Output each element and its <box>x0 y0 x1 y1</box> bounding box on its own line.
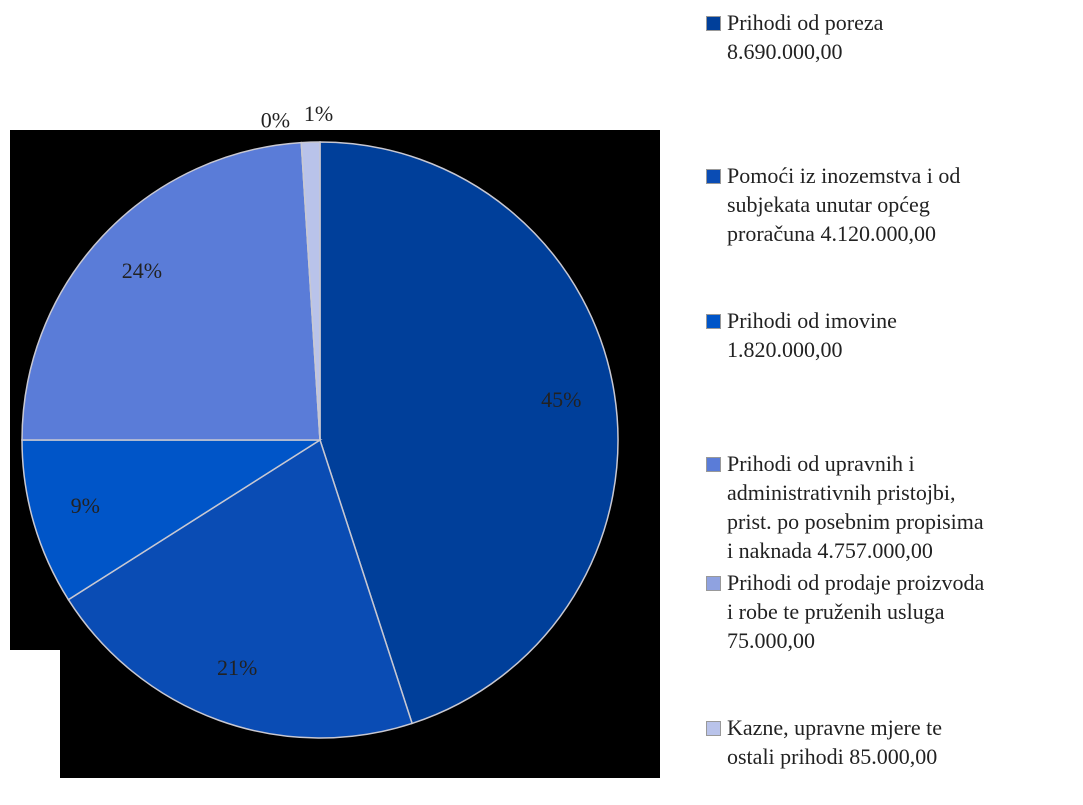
pie-slice <box>67 438 414 739</box>
legend-entry: Prihodi od poreza 8.690.000,00 <box>706 8 884 66</box>
legend-label: Pomoći iz inozemstva i od subjekata unut… <box>727 163 961 246</box>
pie-slice <box>300 141 321 441</box>
legend-swatch <box>706 721 721 736</box>
legend-entry: Prihodi od upravnih i administrativnih p… <box>706 449 984 565</box>
data-label: 24% <box>122 258 162 283</box>
legend-swatch <box>706 314 721 329</box>
legend-entry: Prihodi od imovine 1.820.000,00 <box>706 306 897 364</box>
legend-label: Kazne, upravne mjere te ostali prihodi 8… <box>727 715 942 769</box>
data-label: 0% <box>261 108 290 133</box>
data-label: 45% <box>541 387 581 412</box>
legend-swatch <box>706 16 721 31</box>
legend-swatch <box>706 169 721 184</box>
data-label: 9% <box>71 493 100 518</box>
pie-slice <box>21 439 323 601</box>
legend-label: Prihodi od poreza 8.690.000,00 <box>727 10 884 64</box>
chart: 45% 21% 9% 24% 0% 1% <box>10 101 660 778</box>
legend-entry: Prihodi od prodaje proizvoda i robe te p… <box>706 568 985 655</box>
legend-entry: Pomoći iz inozemstva i od subjekata unut… <box>706 161 961 248</box>
pie-slice <box>21 141 321 441</box>
pie-slice <box>319 141 619 725</box>
data-label: 1% <box>304 101 333 126</box>
legend-label: Prihodi od imovine 1.820.000,00 <box>727 308 897 362</box>
legend-entry: Kazne, upravne mjere te ostali prihodi 8… <box>706 713 942 771</box>
legend-swatch <box>706 576 721 591</box>
legend-label: Prihodi od prodaje proizvoda i robe te p… <box>727 570 985 653</box>
data-label: 21% <box>217 655 257 680</box>
legend-label: Prihodi od upravnih i administrativnih p… <box>727 451 984 563</box>
legend-swatch <box>706 457 721 472</box>
